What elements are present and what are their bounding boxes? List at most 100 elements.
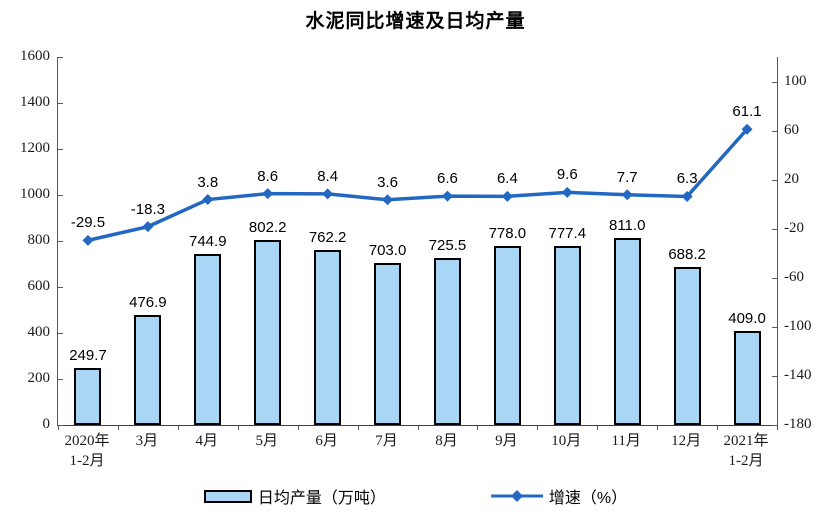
- line-marker-diamond: [322, 188, 334, 200]
- y-axis-right-label: -140: [784, 366, 812, 383]
- y-axis-left-label: 600: [27, 278, 51, 294]
- bar-value-label: 811.0: [608, 217, 646, 235]
- right-axis-tick: [772, 130, 777, 132]
- line-value-label: -29.5: [70, 214, 106, 232]
- line-value-label: 61.1: [732, 103, 762, 121]
- y-axis-right-label: -180: [784, 416, 812, 432]
- x-axis-tick: [417, 426, 419, 430]
- line-marker-diamond: [382, 194, 394, 206]
- chart-title: 水泥同比增速及日均产量: [305, 11, 526, 32]
- line-marker-diamond: [82, 234, 94, 246]
- legend-item-bar: 日均产量（万吨）: [203, 484, 386, 508]
- bar: [493, 246, 521, 425]
- line-value-label: 6.3: [676, 170, 698, 188]
- line-marker-diamond: [561, 186, 573, 198]
- x-axis-tick: [297, 426, 299, 430]
- y-axis-left-label: 0: [42, 416, 51, 432]
- line-value-label: 3.8: [197, 173, 219, 191]
- y-axis-left-label: 200: [27, 370, 51, 386]
- left-axis-tick: [58, 241, 63, 242]
- line-value-label: 3.6: [377, 173, 398, 191]
- x-axis-tick: [537, 426, 539, 430]
- y-axis-right-label: 20: [784, 170, 799, 187]
- bar: [613, 238, 641, 425]
- x-axis-tick: [657, 426, 659, 430]
- line-series-swatch: [490, 490, 543, 502]
- y-axis-right-label: -60: [784, 268, 804, 285]
- x-axis-category-label: 10月: [551, 433, 582, 449]
- x-axis-tick: [717, 426, 719, 430]
- x-axis-category-label: 7月: [375, 433, 398, 449]
- x-axis-tick: [237, 426, 239, 430]
- line-marker-diamond: [681, 190, 693, 202]
- right-axis-tick: [772, 277, 777, 279]
- line-value-label: 6.4: [496, 170, 518, 188]
- x-axis-category-label: 8月: [435, 433, 458, 449]
- y-axis-left-label: 1200: [20, 140, 50, 156]
- bar-value-label: 778.0: [488, 225, 527, 243]
- y-axis-left-label: 1400: [20, 94, 50, 110]
- left-axis-tick: [58, 287, 63, 288]
- left-axis-tick: [58, 149, 63, 150]
- bar-value-label: 249.7: [69, 346, 107, 364]
- bar: [673, 266, 701, 425]
- right-axis-tick: [772, 375, 777, 377]
- x-axis-category-label: 2020年 1-2月: [64, 433, 110, 470]
- x-axis-category-label: 4月: [195, 433, 219, 449]
- left-axis-tick: [58, 103, 63, 104]
- x-axis-tick: [777, 426, 778, 430]
- line-marker-diamond: [202, 194, 214, 206]
- x-axis-tick: [58, 426, 59, 430]
- y-axis-right-label: 100: [784, 72, 807, 89]
- bar: [374, 263, 402, 425]
- y-axis-right-label: 60: [784, 121, 799, 138]
- y-axis-left-label: 1000: [20, 186, 50, 202]
- y-axis-right-label: -20: [784, 219, 804, 236]
- right-axis-tick: [772, 425, 777, 426]
- line-marker-diamond: [142, 221, 154, 233]
- left-axis-tick: [58, 379, 63, 380]
- line-marker-diamond: [741, 123, 753, 135]
- line-value-label: 6.6: [437, 170, 458, 188]
- x-axis-tick: [357, 426, 359, 430]
- legend-label-line: 增速（%）: [548, 490, 628, 507]
- y-axis-left-label: 400: [27, 324, 51, 340]
- plot-area: 249.7 476.9 744.9 802.2 762.2 703.0 725.5 778.0…: [57, 57, 778, 430]
- bar-value-label: 476.9: [129, 294, 167, 312]
- y-axis-left: 0 200 400 600 800 1000 1200 1400 1600: [0, 48, 51, 432]
- x-axis-tick: [597, 426, 599, 430]
- bar: [254, 240, 282, 425]
- right-axis-tick: [772, 228, 777, 230]
- bar: [733, 330, 761, 425]
- x-axis-tick: [177, 426, 179, 430]
- line-marker-diamond: [441, 190, 453, 202]
- left-axis-tick: [58, 425, 63, 426]
- x-axis-tick: [117, 426, 119, 430]
- right-axis-tick: [772, 81, 777, 83]
- bar-value-label: 688.2: [668, 245, 706, 263]
- bar-value-label: 703.0: [368, 242, 407, 260]
- line-marker-diamond: [262, 188, 274, 200]
- x-axis-category-label: 5月: [255, 433, 278, 449]
- line-marker-diamond: [621, 189, 633, 201]
- bar: [433, 258, 461, 425]
- line-value-label: 8.6: [257, 167, 279, 185]
- x-axis-category-label: 6月: [315, 433, 338, 449]
- bar-value-label: 409.0: [728, 309, 766, 327]
- bar: [134, 315, 162, 425]
- x-axis-category-label: 12月: [671, 433, 702, 449]
- x-axis-category-label: 3月: [135, 433, 159, 449]
- bar: [553, 246, 581, 425]
- line-value-label: 9.6: [556, 166, 578, 184]
- left-axis-tick: [58, 195, 63, 196]
- line-value-label: 8.4: [317, 167, 339, 185]
- bar: [314, 249, 342, 425]
- bar-series-swatch: [203, 489, 252, 503]
- legend: 日均产量（万吨） 增速（%）: [0, 484, 831, 508]
- right-axis-tick: [772, 179, 777, 181]
- growth-line: [82, 123, 753, 246]
- bar: [194, 253, 222, 425]
- y-axis-right: 100 60 20 -20 -60 -100 -140 -180: [784, 57, 831, 432]
- left-axis-tick: [58, 333, 63, 334]
